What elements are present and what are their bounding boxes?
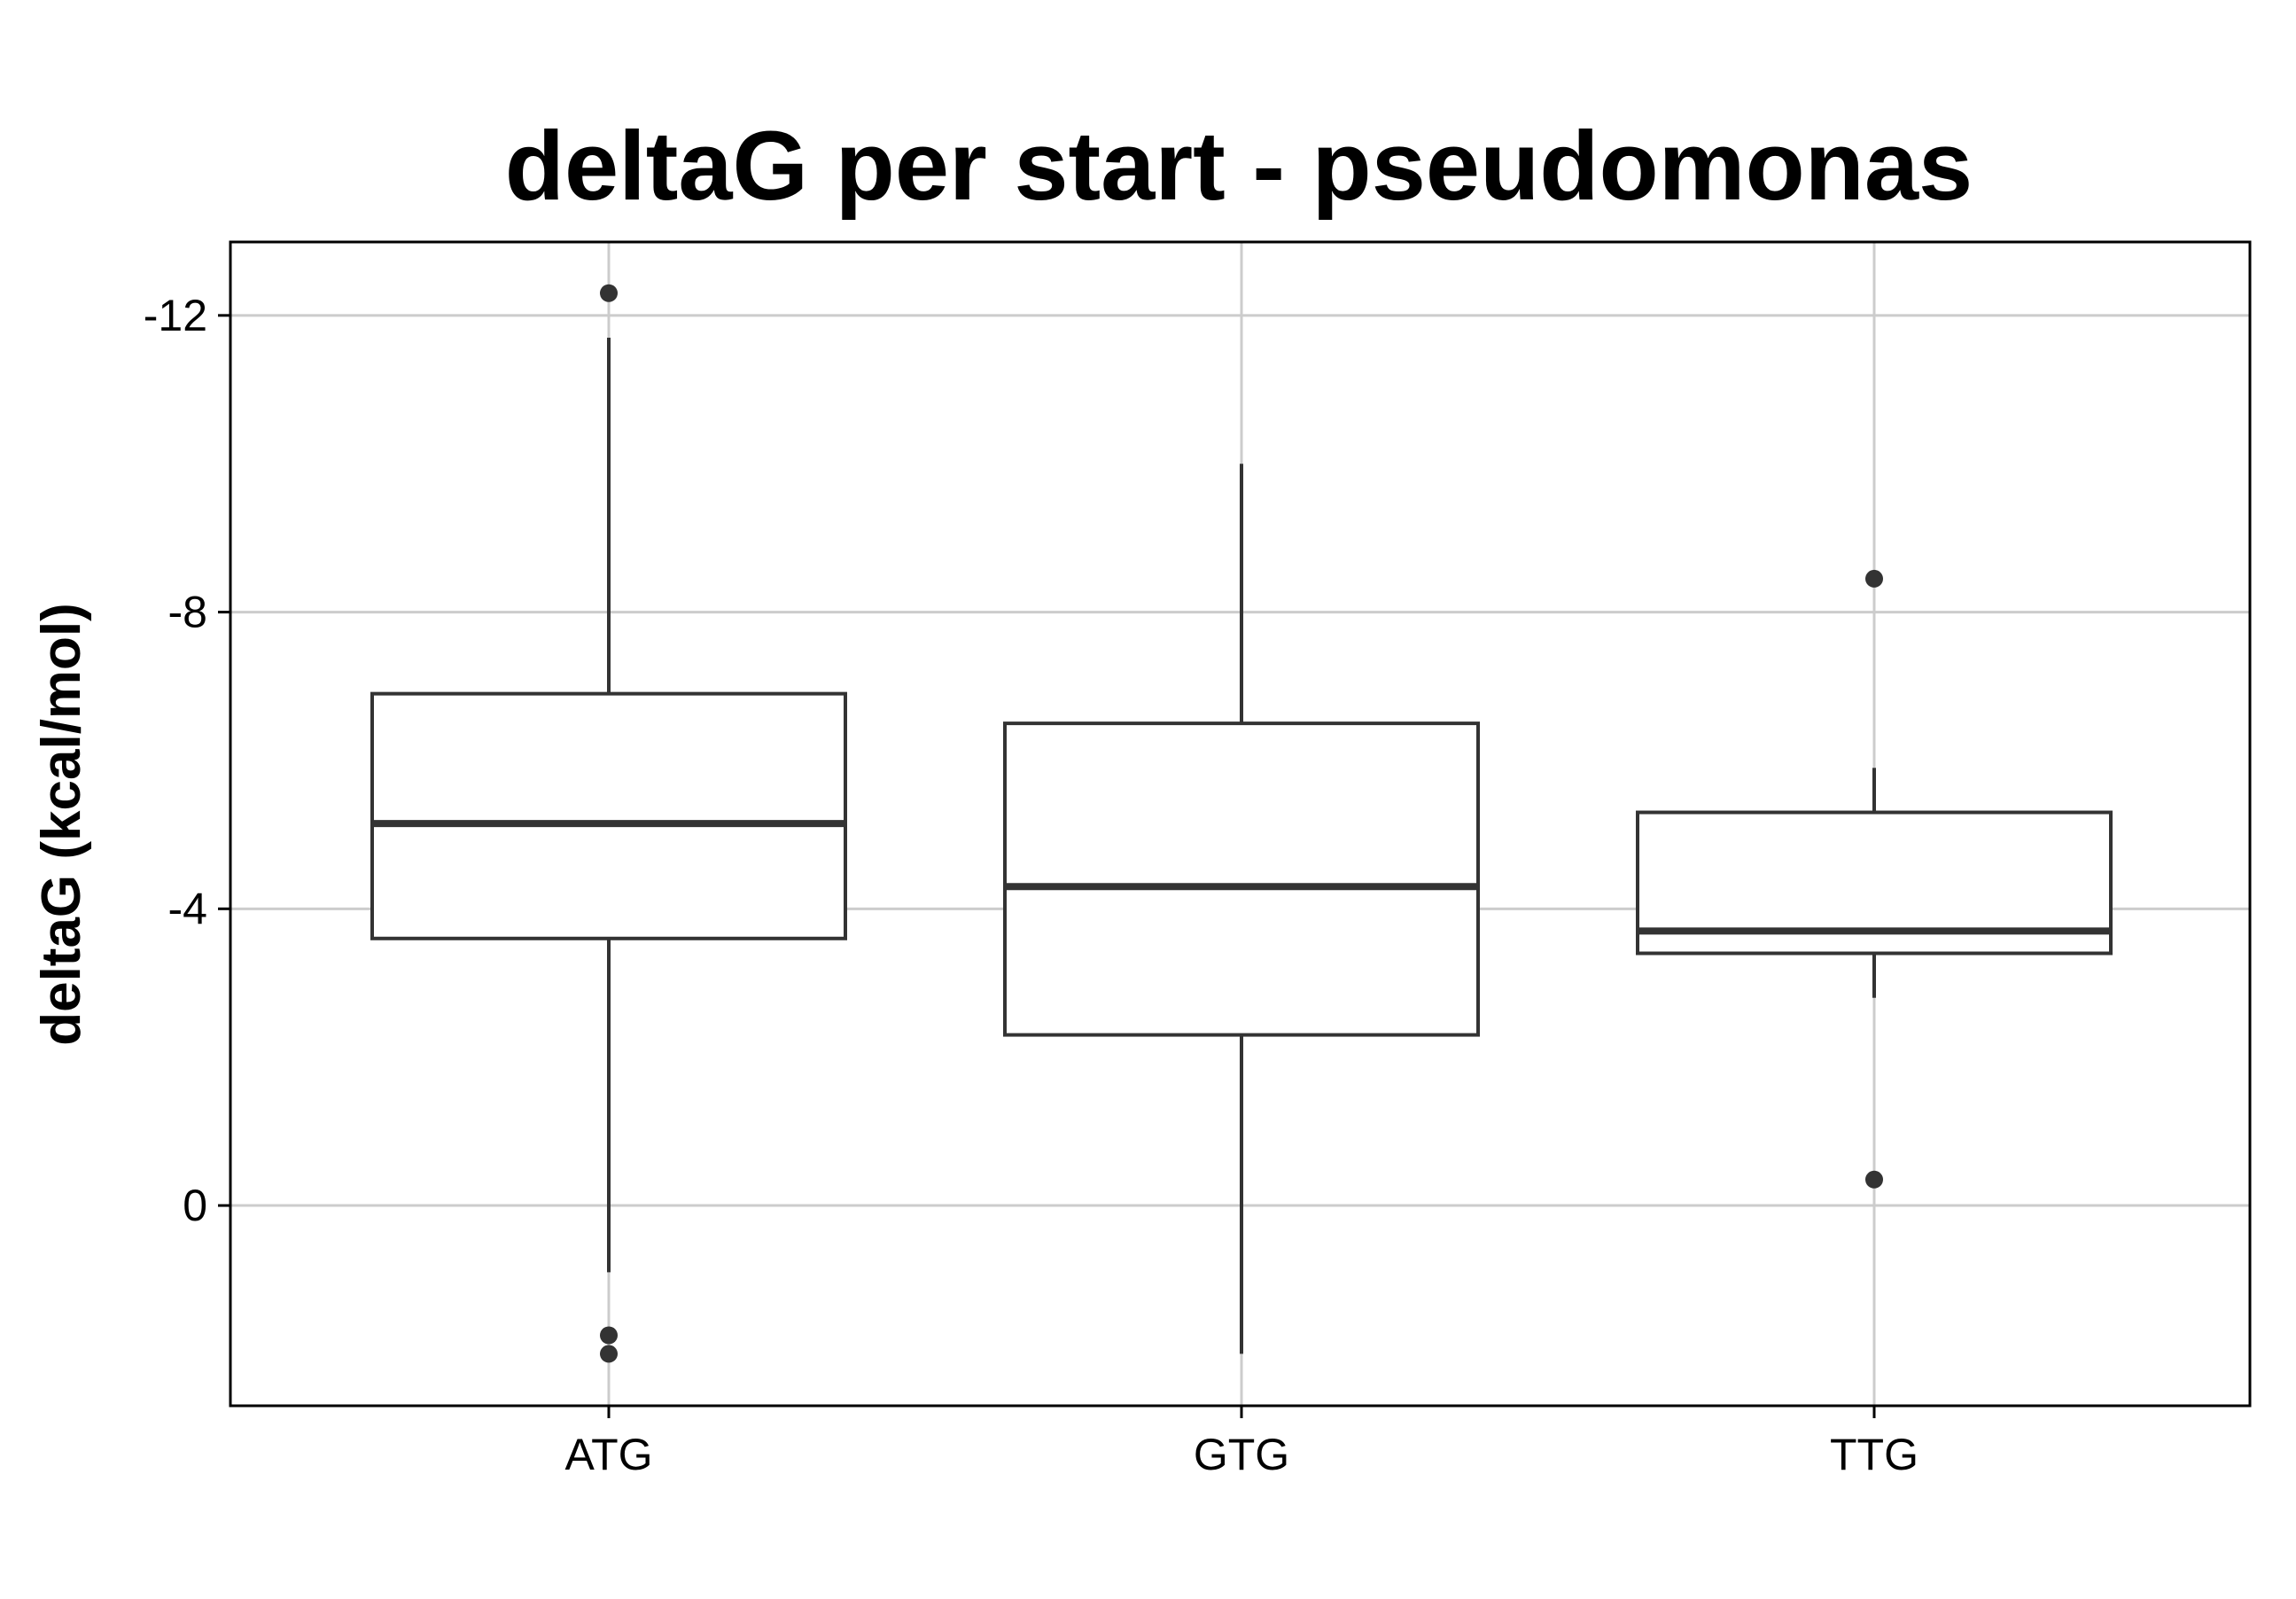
box-ttg: [1636, 569, 2113, 1189]
x-tick-label: TTG: [1830, 1430, 1919, 1479]
x-tick-label: GTG: [1194, 1430, 1289, 1479]
outlier-point: [600, 284, 618, 302]
y-tick-label: -4: [168, 884, 207, 933]
y-axis-label: deltaG (kcal/mol): [31, 603, 92, 1046]
box-atg: [370, 284, 847, 1363]
x-tick-label: ATG: [564, 1430, 652, 1479]
outlier-point: [600, 1345, 618, 1363]
outlier-point: [600, 1326, 618, 1345]
y-tick-label: -12: [144, 291, 207, 340]
box-iqr: [1003, 722, 1480, 1037]
box-gtg: [1003, 464, 1480, 1354]
outlier-point: [1865, 1170, 1883, 1189]
outlier-point: [1865, 569, 1883, 588]
chart-title: deltaG per start - pseudomonas: [505, 112, 1973, 221]
y-tick-label: 0: [183, 1181, 207, 1230]
box-iqr: [370, 691, 847, 940]
boxes: [370, 284, 2113, 1363]
y-tick-label: -8: [168, 588, 207, 637]
axes: -12 -8 -4 0 ATG GTG TTG: [144, 291, 1919, 1479]
